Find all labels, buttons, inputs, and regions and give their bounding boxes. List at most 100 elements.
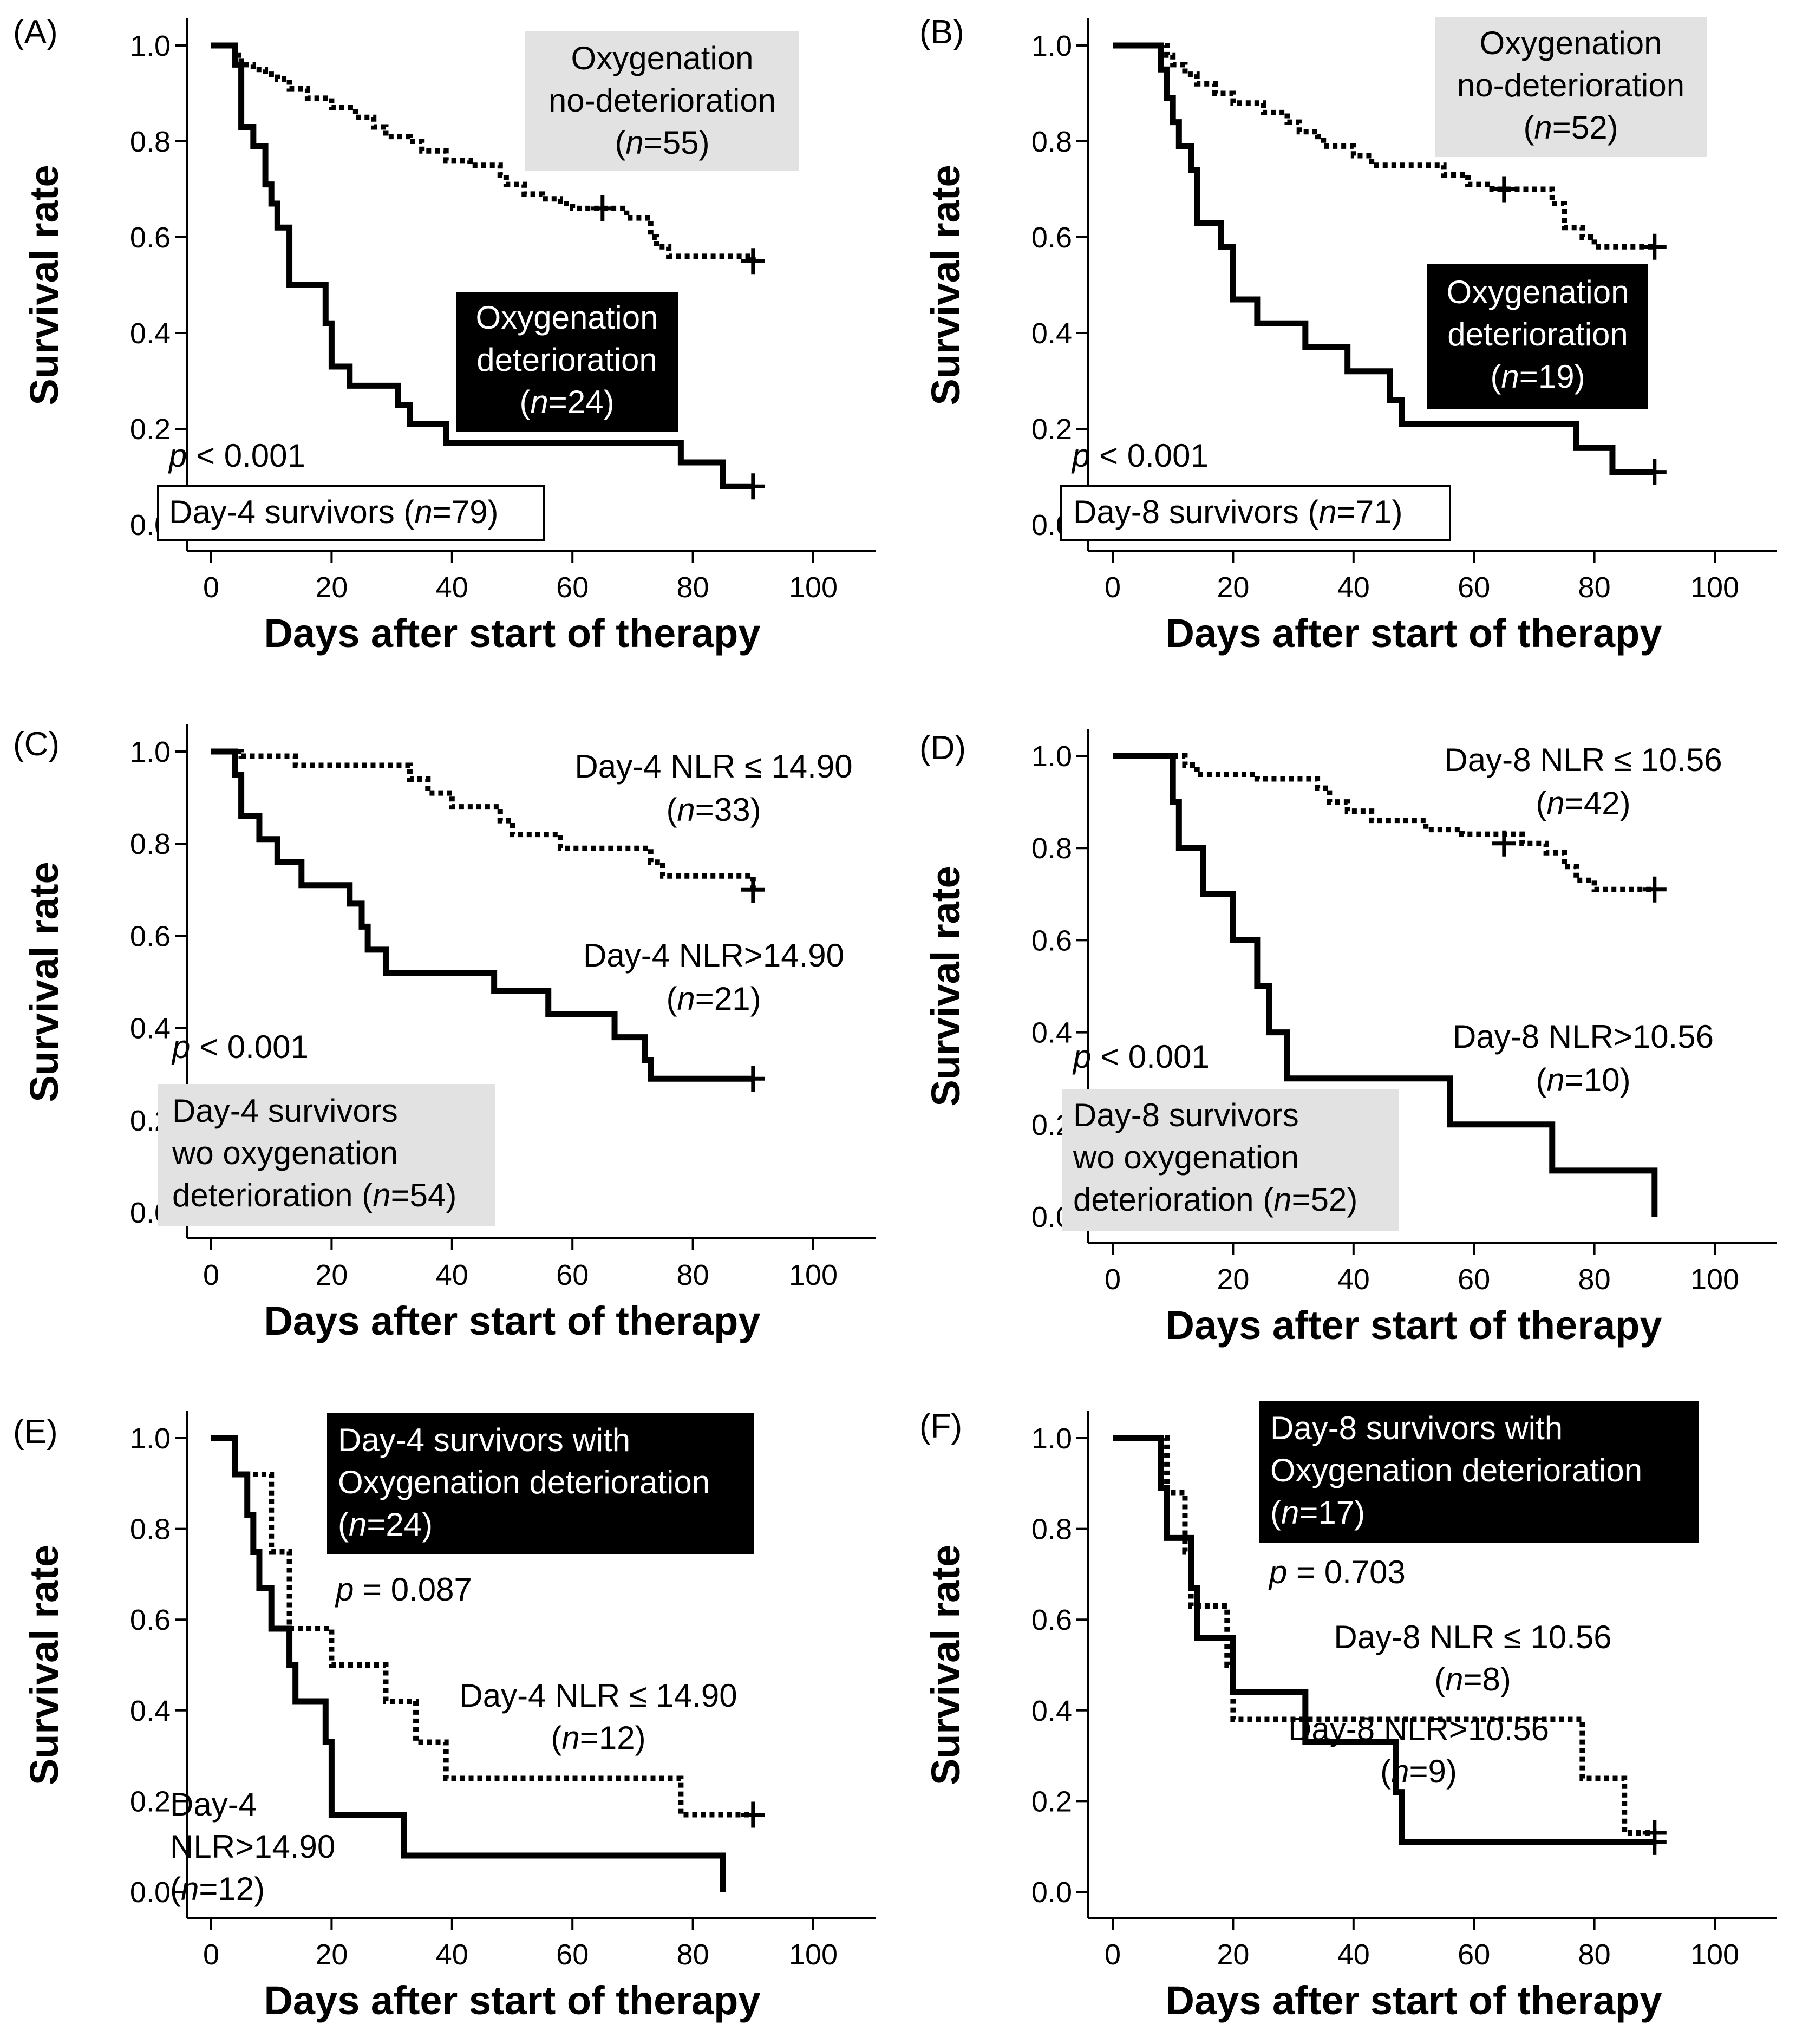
series-label: (n=8) — [1434, 1661, 1511, 1697]
x-tick-label: 40 — [1337, 571, 1370, 604]
x-tick-label: 100 — [1690, 571, 1739, 604]
series-label: (n=9) — [1380, 1753, 1457, 1790]
series-label: (n=19) — [1490, 358, 1585, 395]
series-label: (n=12) — [551, 1720, 645, 1756]
panel-label: (F) — [919, 1408, 962, 1445]
series-label-box — [525, 31, 799, 171]
x-tick-label: 40 — [436, 1938, 468, 1971]
x-tick-label: 40 — [1337, 1263, 1370, 1296]
x-tick-label: 80 — [677, 571, 709, 604]
series-label: (n=24) — [519, 384, 614, 420]
panel-label: (E) — [13, 1413, 58, 1451]
x-tick-label: 60 — [556, 571, 589, 604]
panel-label: (D) — [919, 729, 966, 767]
series-label: Day-8 NLR>10.56 — [1453, 1018, 1714, 1055]
p-value: p < 0.001 — [1072, 1039, 1210, 1075]
y-tick-label: 0.4 — [130, 317, 171, 350]
x-tick-label: 0 — [1105, 571, 1121, 604]
y-tick-label: 1.0 — [1031, 30, 1072, 62]
series-label: no-deterioration — [548, 82, 776, 119]
series-label: deterioration — [476, 342, 657, 378]
survival-curve-solid — [1113, 1435, 1655, 1845]
series-label: (n=55) — [615, 125, 709, 161]
y-tick-label: 0.0 — [1031, 1876, 1072, 1909]
y-tick-label: 0.2 — [1031, 1785, 1072, 1818]
y-tick-label: 0.6 — [130, 221, 171, 254]
x-tick-label: 20 — [1217, 1263, 1249, 1296]
series-label: Day-4 NLR>14.90 — [583, 937, 844, 974]
cohort-box — [1060, 485, 1451, 541]
y-tick-label: 1.0 — [1031, 1422, 1072, 1455]
x-axis-title: Days after start of therapy — [1165, 1303, 1662, 1348]
cohort-label: wo oxygenation — [172, 1135, 398, 1171]
y-axis-title: Survival rate — [22, 861, 67, 1102]
y-tick-label: 0.6 — [130, 920, 171, 952]
series-label: (n=42) — [1536, 785, 1630, 821]
x-tick-label: 0 — [1105, 1263, 1121, 1296]
y-tick-label: 0.6 — [1031, 221, 1072, 254]
y-tick-label: 1.0 — [130, 30, 171, 62]
series-label: Oxygenation — [1447, 274, 1629, 310]
y-tick-label: 0.8 — [1031, 126, 1072, 158]
cohort-label: Day-4 survivors (n=79) — [169, 494, 499, 530]
y-tick-label: 0.8 — [1031, 1513, 1072, 1546]
p-value: p = 0.703 — [1268, 1554, 1406, 1590]
y-axis-title: Survival rate — [923, 165, 968, 405]
x-tick-label: 100 — [789, 1259, 838, 1291]
y-tick-label: 1.0 — [1031, 740, 1072, 773]
series-label-box — [1427, 264, 1648, 409]
y-tick-label: 0.2 — [130, 413, 171, 446]
y-tick-label: 0.8 — [130, 126, 171, 158]
series-label: Day-4 — [170, 1786, 257, 1823]
y-tick-label: 0.4 — [130, 1695, 171, 1727]
series-label: (n=52) — [1523, 109, 1618, 146]
x-tick-label: 0 — [1105, 1938, 1121, 1971]
x-tick-label: 100 — [789, 571, 838, 604]
y-tick-label: 0.8 — [130, 828, 171, 860]
y-tick-label: 1.0 — [130, 1422, 171, 1455]
cohort-label: Day-8 survivors — [1073, 1097, 1299, 1133]
series-label: Day-8 NLR ≤ 10.56 — [1334, 1619, 1611, 1655]
x-tick-label: 40 — [436, 571, 468, 604]
subgroup-title: (n=17) — [1270, 1494, 1365, 1531]
chart-panel-e: (E) 0.0 0.2 0.4 0.6 0.8 1.0 0 20 40 60 80 100 Days af… — [13, 1411, 876, 2023]
x-axis-title: Days after start of therapy — [1165, 1978, 1662, 2023]
series-label: Day-8 NLR ≤ 10.56 — [1444, 742, 1722, 778]
y-tick-label: 0.6 — [1031, 1604, 1072, 1636]
survival-curve-dashed — [1113, 753, 1655, 892]
x-axis-title: Days after start of therapy — [264, 1298, 760, 1343]
y-tick-label: 0.2 — [1031, 413, 1072, 446]
subgroup-title: (n=24) — [338, 1506, 433, 1543]
y-tick-label: 0.6 — [1031, 924, 1072, 957]
subgroup-title: Oxygenation deterioration — [338, 1464, 710, 1500]
x-tick-label: 60 — [1458, 1938, 1490, 1971]
y-axis-title: Survival rate — [22, 165, 67, 405]
cohort-label: Day-4 survivors — [172, 1093, 398, 1129]
subgroup-title: Oxygenation deterioration — [1270, 1452, 1642, 1488]
p-value: p < 0.001 — [1071, 437, 1209, 474]
x-tick-label: 20 — [315, 571, 348, 604]
cohort-label: wo oxygenation — [1073, 1139, 1299, 1176]
survival-curve-dashed — [211, 1435, 753, 1818]
subgroup-title-box — [327, 1413, 754, 1554]
x-tick-label: 60 — [1458, 1263, 1490, 1296]
series-label: deterioration — [1447, 316, 1628, 352]
x-tick-label: 40 — [436, 1259, 468, 1291]
y-axis-title: Survival rate — [923, 1545, 968, 1785]
series-label: (n=33) — [666, 792, 761, 828]
y-tick-label: 0.4 — [1031, 1017, 1072, 1049]
series-label: Day-4 NLR ≤ 14.90 — [459, 1677, 737, 1714]
x-tick-label: 100 — [1690, 1263, 1739, 1296]
x-tick-label: 80 — [677, 1259, 709, 1291]
series-label: Day-8 NLR>10.56 — [1288, 1711, 1549, 1747]
y-tick-label: 0.0 — [130, 1876, 171, 1909]
subgroup-title: Day-8 survivors with — [1270, 1410, 1563, 1446]
y-tick-label: 0.4 — [130, 1013, 171, 1045]
survival-curve-solid — [211, 42, 753, 489]
x-tick-label: 80 — [1578, 1938, 1611, 1971]
p-value: p < 0.001 — [168, 437, 305, 474]
y-axis-title: Survival rate — [22, 1545, 67, 1785]
p-value: p = 0.087 — [335, 1571, 472, 1608]
subgroup-title: Day-4 survivors with — [338, 1422, 630, 1458]
